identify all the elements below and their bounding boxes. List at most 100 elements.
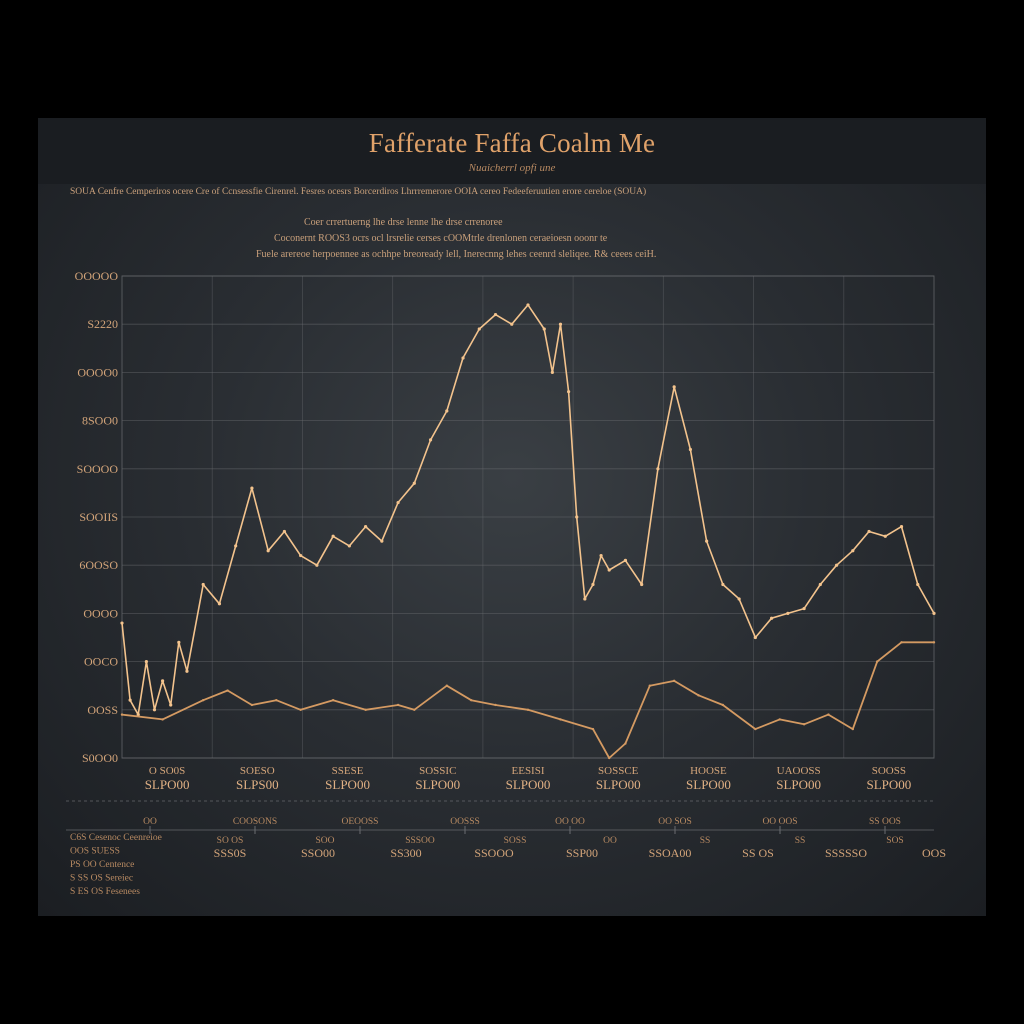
x-tick-label-bottom: SLPO00 [415, 777, 460, 792]
data-point [608, 756, 611, 760]
data-point [364, 708, 367, 711]
y-tick-label: S0OO0 [82, 751, 118, 765]
data-point [412, 481, 416, 485]
data-point [161, 679, 165, 683]
data-point [445, 409, 449, 413]
data-point [234, 544, 238, 548]
footer-mid-label: SS [700, 836, 711, 846]
data-point [834, 563, 839, 567]
x-tick-label-top: SSESE [332, 765, 364, 777]
data-point [445, 684, 448, 687]
data-point [542, 327, 546, 331]
footer-value: SSOOO [474, 846, 514, 860]
footer-value: SS OS [742, 846, 774, 860]
data-point [754, 727, 757, 731]
footer-tick-label: OEOOSS [342, 817, 379, 827]
data-point [128, 698, 132, 702]
data-point [299, 708, 302, 711]
data-point [932, 641, 936, 644]
y-tick-label: OOOO [83, 606, 118, 620]
data-point [558, 322, 563, 326]
footer-legend-text: OOS SUESS [70, 847, 120, 857]
footer-value: SSP00 [566, 846, 598, 860]
data-point [315, 563, 319, 567]
data-point [428, 438, 433, 442]
data-point [640, 582, 644, 587]
data-point [899, 525, 904, 529]
data-point [275, 698, 278, 702]
footer-tick-label: SS OOS [869, 817, 901, 827]
footer-value: SSOA00 [649, 846, 692, 860]
footer-legend-text: S SS OS Sereiec [70, 874, 133, 884]
data-point [185, 669, 189, 673]
data-point [599, 553, 603, 558]
data-point [721, 582, 725, 587]
data-point [851, 727, 854, 731]
chart-title: Fafferate Faffa Coalm Me [368, 128, 656, 158]
footer-legend-text: PS OO Centence [70, 860, 134, 870]
data-point [201, 582, 205, 587]
y-tick-label: OOCO [84, 655, 118, 669]
data-point [607, 568, 611, 572]
footer-mid-label: SO OS [217, 836, 244, 846]
x-tick-label-bottom: SLPO00 [866, 777, 911, 792]
data-point [827, 713, 830, 716]
y-tick-label: OOSS [87, 703, 118, 717]
data-point [120, 621, 124, 625]
footer-value: SSO00 [301, 846, 335, 860]
data-point [526, 303, 530, 307]
x-tick-label-bottom: SLPO00 [776, 777, 821, 792]
data-point [875, 660, 879, 663]
data-point [364, 525, 368, 529]
y-tick-label: SOOOO [77, 462, 119, 476]
footer-tick-label: COOSONS [233, 817, 277, 827]
data-point [737, 597, 741, 601]
data-point [567, 390, 571, 394]
description-line: Coconernt ROOS3 ocrs ocl lrsrelie cerses… [274, 233, 608, 244]
x-tick-label-top: SOOSS [872, 765, 906, 777]
data-point [152, 708, 157, 712]
data-point [144, 660, 148, 664]
x-tick-label-bottom: SLPS00 [236, 777, 279, 792]
data-point [802, 606, 806, 611]
data-point [469, 698, 473, 702]
series-line-2 [121, 641, 934, 759]
x-tick-label-bottom: SLPO00 [506, 777, 551, 792]
data-point [656, 467, 660, 471]
data-point [169, 703, 173, 707]
x-tick-label-bottom: SLPO00 [686, 777, 731, 792]
data-point [900, 641, 903, 644]
data-point [136, 713, 140, 717]
data-point [770, 616, 774, 620]
data-point [161, 718, 164, 721]
data-point [867, 529, 871, 534]
data-point [721, 703, 725, 707]
data-point [672, 385, 676, 389]
data-point [575, 515, 579, 519]
data-point [177, 640, 181, 644]
title-bar: Fafferate Faffa Coalm Me Nuaicherrl opfi… [38, 118, 986, 184]
data-point [250, 486, 254, 490]
footer-tick-label: OO [143, 817, 157, 827]
data-point [202, 698, 205, 702]
data-point [591, 727, 595, 731]
y-tick-label: 8SOO0 [82, 414, 118, 428]
data-point [883, 534, 887, 538]
data-point [494, 703, 497, 707]
data-point [624, 742, 627, 745]
data-point [818, 582, 822, 587]
data-point [648, 684, 651, 687]
y-tick-label: OOOOO [75, 269, 119, 283]
series-line-1 [121, 304, 935, 716]
footer-tick-label: OOSSS [450, 817, 480, 827]
footer-tick-label: OO SOS [658, 817, 692, 827]
data-point [753, 635, 757, 640]
data-point [282, 529, 286, 534]
footer-value: SSSSSO [825, 846, 867, 860]
x-tick-label-top: SOESO [240, 765, 275, 777]
data-point [932, 611, 936, 616]
data-point [697, 694, 700, 697]
footer-legend-text: C6S Cesenoc Ceenreioe [70, 833, 162, 843]
x-tick-label-bottom: SLPO00 [325, 777, 370, 792]
footer-mid-label: SOS [886, 836, 903, 846]
